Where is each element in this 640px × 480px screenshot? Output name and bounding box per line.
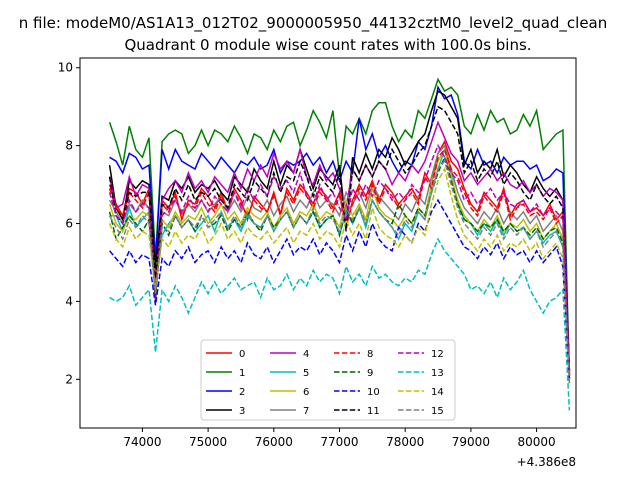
series-line-15: [108, 159, 571, 384]
legend-label-3: 3: [239, 406, 245, 417]
y-tick-label: 6: [65, 217, 73, 231]
plot-frame: [79, 57, 577, 429]
series-line-1: [108, 77, 571, 380]
y-axis: 2 4 6 8 10: [58, 61, 80, 386]
legend-label-1: 1: [239, 368, 245, 379]
legend-label-0: 0: [239, 349, 245, 360]
y-tick-label: 8: [65, 139, 73, 153]
legend-label-10: 10: [367, 387, 380, 398]
legend-label-13: 13: [431, 368, 444, 379]
plot-lines: [108, 77, 571, 411]
series-line-11: [108, 105, 571, 372]
series-line-2: [109, 84, 571, 376]
x-offset-label: +4.386e8: [517, 455, 576, 469]
chart-suptitle: n file: modeM0/AS1A13_012T02_9000005950_…: [19, 14, 608, 33]
legend-label-14: 14: [431, 387, 444, 398]
legend-label-12: 12: [431, 349, 444, 360]
x-axis: 74000 75000 76000 77000 78000 79000 80000: [123, 428, 556, 449]
legend-label-7: 7: [303, 406, 309, 417]
x-tick-label: 80000: [517, 435, 555, 449]
legend-label-4: 4: [303, 349, 309, 360]
legend-label-5: 5: [303, 368, 309, 379]
series-line-13: [109, 237, 571, 411]
chart-title: Quadrant 0 module wise count rates with …: [124, 36, 531, 54]
x-tick-label: 75000: [189, 435, 227, 449]
x-tick-label: 78000: [386, 435, 424, 449]
y-tick-label: 2: [65, 372, 73, 386]
series-line-12: [108, 143, 571, 376]
legend-label-15: 15: [431, 406, 444, 417]
y-tick-label: 10: [58, 61, 73, 75]
legend-label-8: 8: [367, 349, 373, 360]
series-line-6: [108, 147, 571, 376]
x-tick-label: 77000: [320, 435, 358, 449]
x-tick-label: 79000: [452, 435, 490, 449]
legend-label-2: 2: [239, 387, 245, 398]
series-line-14: [108, 166, 571, 384]
y-tick-label: 4: [65, 294, 73, 308]
x-tick-label: 74000: [123, 435, 161, 449]
series-line-8: [108, 148, 571, 376]
legend-label-9: 9: [367, 368, 373, 379]
x-tick-label: 76000: [255, 435, 293, 449]
series-line-10: [109, 198, 571, 384]
legend-box: [200, 339, 456, 421]
legend-label-6: 6: [303, 387, 309, 398]
legend-label-11: 11: [367, 406, 380, 417]
